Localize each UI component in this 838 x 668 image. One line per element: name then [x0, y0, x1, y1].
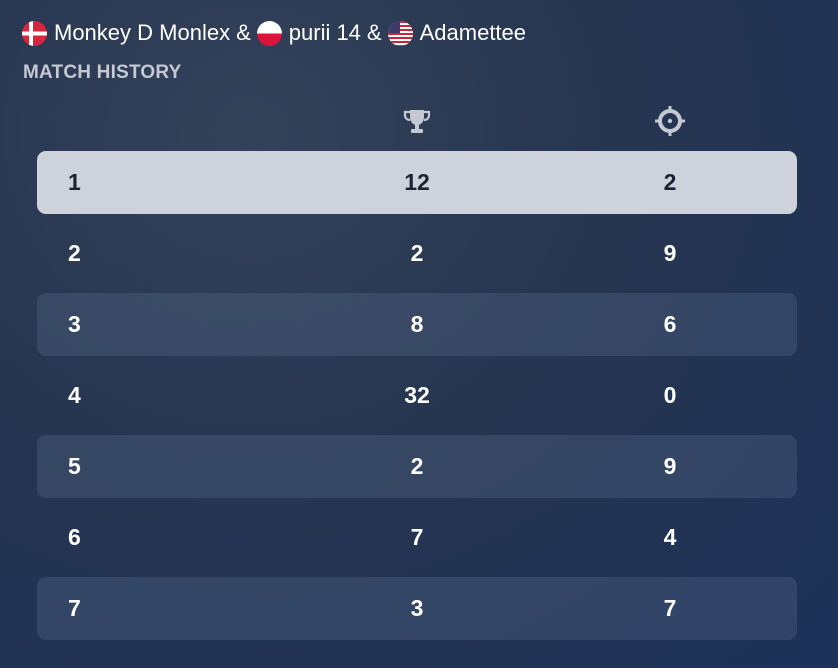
column-headers: [0, 104, 838, 138]
target-value: 9: [663, 453, 677, 479]
match-number: 4: [68, 382, 81, 408]
match-row[interactable]: 2 2 9: [37, 222, 797, 285]
match-row[interactable]: 1 12 2: [37, 151, 797, 214]
trophy-value: 2: [410, 240, 424, 266]
poland-flag-icon: [256, 20, 282, 46]
match-number: 5: [68, 453, 81, 479]
separator: &: [236, 20, 251, 45]
trophy-value: 12: [404, 169, 430, 195]
match-row[interactable]: 3 8 6: [37, 293, 797, 356]
match-number: 7: [68, 595, 81, 621]
trophy-value: 8: [410, 311, 424, 337]
trophy-value: 3: [410, 595, 424, 621]
match-row[interactable]: 5 2 9: [37, 435, 797, 498]
crosshair-icon: [653, 104, 687, 138]
player-name[interactable]: Monkey D Monlex: [54, 20, 231, 45]
match-number: 6: [68, 524, 81, 550]
match-row[interactable]: 4 32 0: [37, 364, 797, 427]
denmark-flag-icon: [22, 20, 47, 46]
match-history-table: 1 12 2 2 2 9 3 8 6 4 32 0 5 2 9 6 7 4 7 …: [37, 151, 797, 648]
player-name[interactable]: Adamettee: [419, 20, 527, 45]
match-number: 3: [68, 311, 81, 337]
match-number: 1: [68, 169, 81, 195]
player-name[interactable]: purii 14: [288, 20, 361, 45]
team-players: Monkey D Monlex & purii 14 & Adamettee: [22, 18, 532, 48]
trophy-value: 32: [404, 382, 430, 408]
match-row[interactable]: 7 3 7: [37, 577, 797, 640]
trophy-value: 2: [410, 453, 424, 479]
trophy-icon: [400, 104, 434, 138]
target-value: 6: [663, 311, 677, 337]
match-history-title: MATCH HISTORY: [23, 62, 182, 83]
match-row[interactable]: 6 7 4: [37, 506, 797, 569]
match-number: 2: [68, 240, 81, 266]
target-value: 2: [663, 169, 677, 195]
target-value: 4: [663, 524, 677, 550]
trophy-value: 7: [410, 524, 424, 550]
separator: &: [366, 20, 382, 45]
us-flag-icon: [387, 20, 413, 46]
target-value: 0: [663, 382, 677, 408]
target-value: 9: [663, 240, 677, 266]
target-value: 7: [663, 595, 677, 621]
